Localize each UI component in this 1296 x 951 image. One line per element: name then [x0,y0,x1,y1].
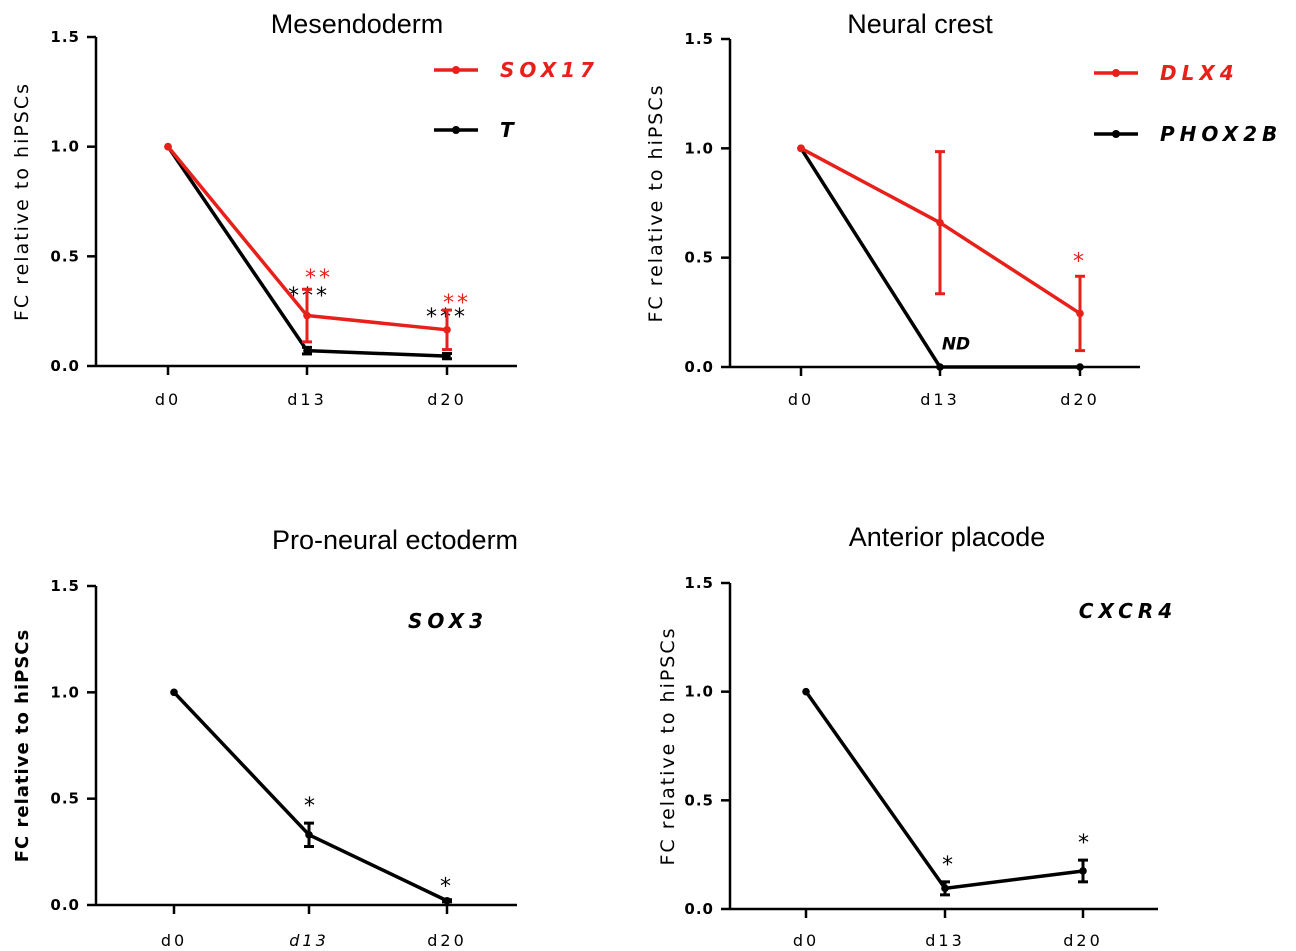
x-tick-label: d13 [925,931,965,950]
legend-label: SOX17 [500,58,599,82]
y-axis-label: FC relative to hiPSCs [11,82,33,321]
legend-label: CXCR4 [1079,599,1177,623]
x-tick-label: d0 [793,931,819,950]
x-tick-label: d0 [155,390,181,409]
significance-marker: * [1073,249,1087,274]
data-point [170,688,178,697]
data-point [443,352,451,360]
chart-title: Pro-neural ectoderm [272,525,518,555]
y-tick-label: 0.0 [684,900,714,918]
y-tick-label: 0.5 [684,249,714,267]
chart-panel-3: Pro-neural ectoderm FC relative to hiPSCs… [12,525,518,950]
y-tick-label: 1.5 [50,28,80,46]
x-tick-label: d0 [161,931,187,950]
data-point [443,896,451,905]
legend-label: DLX4 [1160,61,1239,85]
y-tick-label: 0.5 [50,790,80,808]
data-point [303,346,311,355]
y-axis-label: FC relative to hiPSCs [645,83,667,322]
y-axis-label: FC relative to hiPSCs [657,626,679,865]
y-tick-label: 1.5 [684,30,714,48]
significance-marker: * [440,875,454,900]
y-tick-label: 0.5 [50,247,80,265]
y-tick-label: 0.0 [684,358,714,376]
significance-marker: * [1078,831,1092,856]
data-point [1076,309,1084,318]
legend-swatch-marker [1112,69,1120,77]
x-tick-label: d20 [1060,390,1100,409]
x-tick-label: d20 [1063,931,1103,950]
significance-marker: ** [443,291,471,316]
significance-marker: * [942,853,956,878]
y-tick-label: 0.0 [50,357,80,375]
x-tick-label: d13 [289,931,329,950]
data-point [303,311,311,320]
legend-label: T [500,118,519,142]
x-tick-label: d13 [287,390,327,409]
y-tick-label: 0.5 [684,791,714,809]
data-point [936,218,944,227]
y-tick-label: 1.0 [50,138,80,156]
x-tick-label: d20 [427,931,467,950]
data-point [164,142,172,151]
chart-title: Mesendoderm [271,9,444,39]
data-point [1076,363,1084,371]
legend-swatch-marker [1112,130,1120,138]
data-point [941,884,949,893]
data-point [443,326,451,334]
legend-label: PHOX2B [1160,122,1282,146]
data-point [802,687,810,696]
chart-title: Neural crest [847,9,993,39]
not-detected-label: ND [942,334,970,354]
x-tick-label: d0 [788,390,814,409]
data-point [305,831,313,839]
chart-panel-1: Mesendoderm FC relative to hiPSCs 0.0 0.5 1.… [11,9,599,409]
significance-marker: * [304,794,318,819]
y-tick-label: 1.0 [684,139,714,157]
chart-panel-2: Neural crest FC relative to hiPSCs 0.0 0.5 1… [645,9,1282,409]
y-tick-label: 1.0 [684,683,714,701]
data-point [936,363,944,371]
legend-swatch-marker [452,126,460,134]
legend-label: SOX3 [408,609,488,633]
data-point [797,144,805,153]
x-tick-label: d13 [920,390,960,409]
y-tick-label: 1.5 [684,574,714,592]
legend-swatch-marker [452,66,460,74]
data-point [1079,867,1087,875]
significance-marker: ** [305,266,333,291]
y-tick-label: 1.0 [50,683,80,701]
chart-panel-4: Anterior placode FC relative to hiPSCs 0.0… [657,522,1177,950]
x-tick-label: d20 [427,390,467,409]
y-axis-label: FC relative to hiPSCs [12,629,33,862]
y-tick-label: 1.5 [50,577,80,595]
chart-title: Anterior placode [849,522,1046,552]
y-tick-label: 0.0 [50,896,80,914]
